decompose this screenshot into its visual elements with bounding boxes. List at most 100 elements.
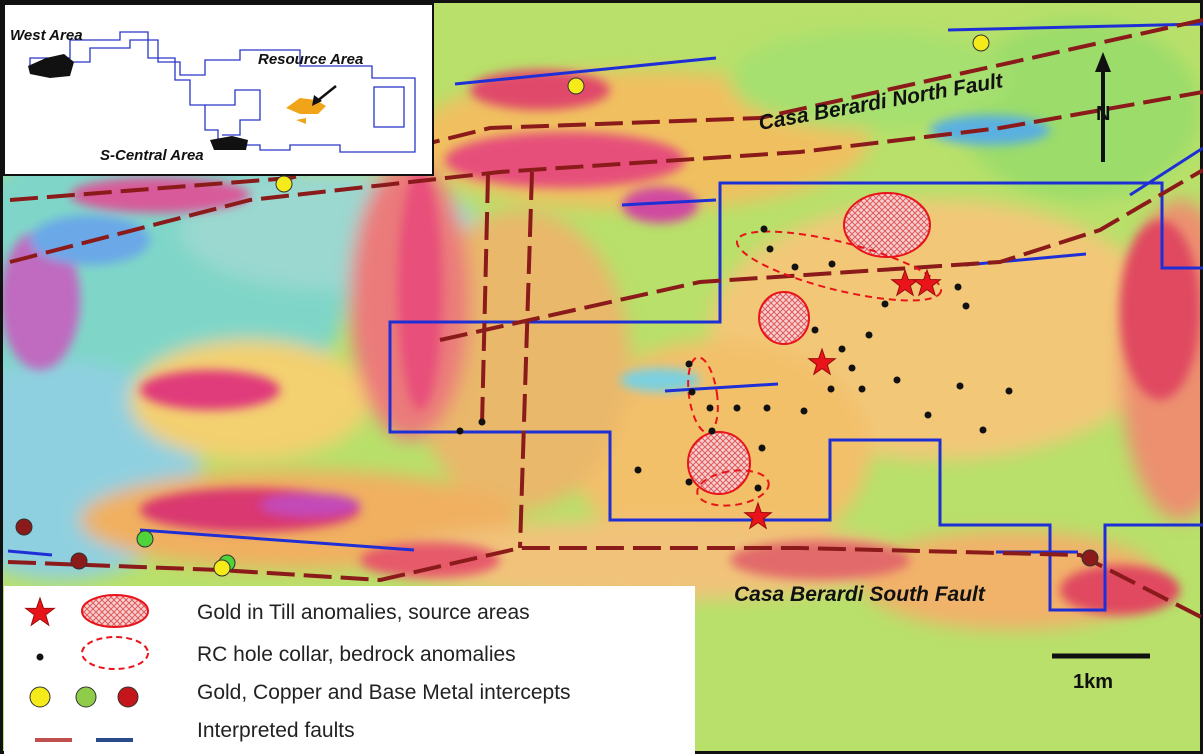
legend-item-till: Gold in Till anomalies, source areas	[24, 594, 530, 628]
rc-hole-collar	[811, 326, 819, 334]
rc-hole-collar	[954, 283, 962, 291]
rc-hole-collar	[760, 225, 768, 233]
rc-hole-collar	[979, 426, 987, 434]
inset-claims-outline	[29, 31, 416, 153]
rc-hole-collar	[456, 427, 464, 435]
resource-area-shape-2	[296, 118, 306, 124]
fault-segment-sw	[139, 528, 415, 552]
legend-label: Gold in Till anomalies, source areas	[197, 601, 530, 624]
rc-hole-collar	[706, 404, 714, 412]
scale-bar-label: 1km	[1073, 671, 1113, 693]
inset-claims-outline-2	[205, 89, 261, 136]
north-arrow: N	[1095, 52, 1111, 162]
legend-dot-icon	[36, 653, 44, 661]
fault-segment-far-west	[7, 549, 53, 557]
gold-intercept	[275, 175, 293, 193]
till-source-area	[758, 291, 810, 345]
rc-hole-collar	[956, 382, 964, 390]
north-fault-line	[9, 18, 1203, 202]
rc-hole-collar	[962, 302, 970, 310]
rc-hole-collar	[733, 404, 741, 412]
rc-hole-collar	[858, 385, 866, 393]
fault-segment-ne2	[1129, 146, 1203, 197]
legend-item-faults: Interpreted faults	[35, 719, 355, 742]
legend-dashed-ellipse-icon	[81, 636, 149, 670]
rc-hole-collar	[688, 388, 696, 396]
drill-intercepts	[15, 34, 1099, 577]
legend-star-icon	[24, 596, 56, 627]
bedrock-anomaly	[735, 230, 943, 302]
legend-label: Gold, Copper and Base Metal intercepts	[197, 681, 571, 704]
rc-hole-collar	[893, 376, 901, 384]
rc-hole-collar	[848, 364, 856, 372]
inner-fault-line	[9, 90, 1203, 264]
rc-hole-collar	[754, 484, 762, 492]
bedrock-anomaly	[696, 469, 770, 507]
inset-location-map: West Area Resource Area S-Central Area	[3, 3, 434, 176]
rc-hole-collar	[881, 300, 889, 308]
legend-label: Interpreted faults	[197, 719, 355, 742]
gold-intercept	[213, 559, 231, 577]
till-anomaly-star	[807, 347, 837, 376]
rc-hole-collar	[758, 444, 766, 452]
west-area-shape	[28, 54, 74, 78]
resource-area-arrow-head	[312, 95, 322, 106]
north-arrow-head	[1095, 52, 1111, 72]
inset-label-west-area: West Area	[10, 27, 83, 44]
fault-segment-east	[964, 252, 1087, 267]
legend-base-metal-circle-icon	[117, 686, 139, 708]
fault-segment-mid	[621, 198, 717, 207]
fault-segment-ne	[947, 22, 1203, 32]
rc-hole-collar	[791, 263, 799, 271]
fault-segment-west-anomaly	[664, 382, 779, 393]
rc-hole-collar	[478, 418, 486, 426]
rc-hole-collar	[634, 466, 642, 474]
inset-label-s-central-area: S-Central Area	[100, 147, 204, 164]
rc-hole-collar	[766, 245, 774, 253]
gold-intercept	[567, 77, 585, 95]
rc-hole-collar	[827, 385, 835, 393]
base-metal-intercept	[15, 518, 33, 536]
legend-gold-circle-icon	[29, 686, 51, 708]
rc-hole-collar	[828, 260, 836, 268]
base-metal-intercept	[1081, 549, 1099, 567]
till-anomaly-star	[912, 268, 942, 297]
cross-fault-west	[480, 174, 490, 426]
claim-outlines	[7, 22, 1203, 612]
cross-fault-east	[518, 171, 534, 549]
copper-intercept	[136, 530, 154, 548]
rc-hole-collar	[708, 427, 716, 435]
legend-item-intercepts: Gold, Copper and Base Metal intercepts	[29, 681, 571, 708]
property-boundary	[388, 181, 1203, 612]
legend: Gold in Till anomalies, source areas RC …	[4, 586, 695, 754]
legend-hatched-ellipse-icon	[81, 594, 149, 628]
scale-bar: 1km	[1052, 653, 1150, 693]
bedrock-anomalies	[687, 230, 943, 507]
till-source-area	[843, 192, 931, 258]
inset-label-resource-area: Resource Area	[258, 51, 363, 68]
inset-border	[3, 3, 434, 176]
legend-copper-circle-icon	[75, 686, 97, 708]
north-label: N	[1096, 103, 1110, 125]
s-central-area-shape	[210, 136, 248, 150]
rc-hole-collar	[924, 411, 932, 419]
fault-segment-north	[454, 56, 717, 86]
rc-hole-collar	[865, 331, 873, 339]
bedrock-anomaly	[687, 356, 719, 434]
middle-fault-line	[439, 168, 1203, 342]
rc-hole-collar	[838, 345, 846, 353]
south-fault-label: Casa Berardi South Fault	[734, 583, 986, 606]
rc-hole-collar	[1005, 387, 1013, 395]
till-anomaly-stars	[743, 268, 942, 530]
rc-hole-collar	[763, 404, 771, 412]
rc-hole-collar	[800, 407, 808, 415]
rc-hole-collar	[685, 360, 693, 368]
till-source-areas	[687, 192, 931, 495]
legend-item-rc: RC hole collar, bedrock anomalies	[36, 636, 516, 670]
rc-hole-collars	[456, 225, 1013, 492]
base-metal-intercept	[70, 552, 88, 570]
gold-intercept	[972, 34, 990, 52]
legend-label: RC hole collar, bedrock anomalies	[197, 643, 516, 666]
